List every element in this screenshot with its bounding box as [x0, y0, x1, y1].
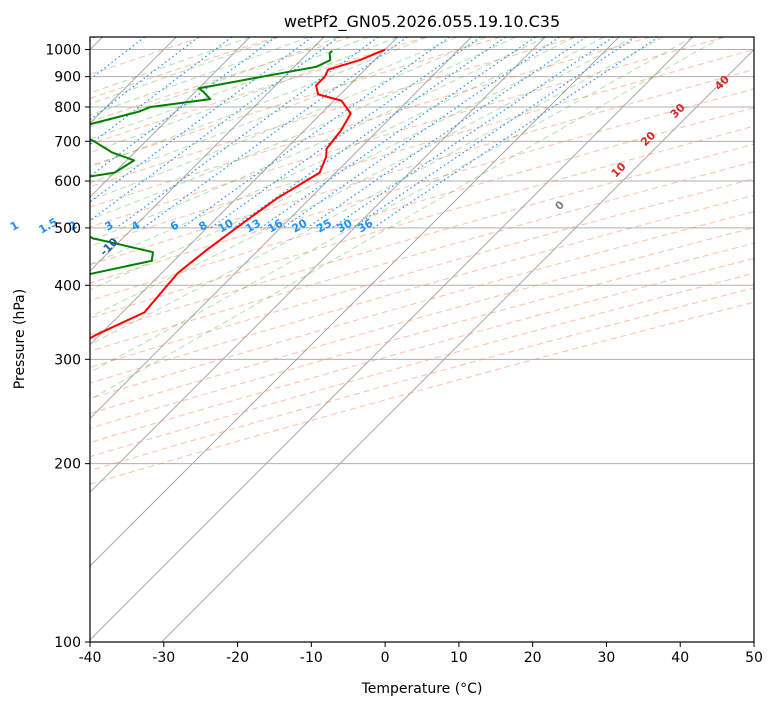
- temperature-profile-line: [90, 48, 386, 340]
- dry-adiabat-line: [90, 125, 754, 319]
- y-tick-label: 1000: [45, 43, 81, 59]
- dry-adiabat-line: [90, 272, 754, 458]
- y-tick-label: 600: [54, 174, 81, 190]
- chart-title: wetPf2_GN05.2026.055.19.10.C35: [284, 12, 560, 32]
- isotherm-line: [90, 37, 620, 567]
- isotherm-line: [90, 37, 399, 346]
- y-tick-label: 300: [54, 352, 81, 368]
- moist-adiabat-line: [90, 37, 428, 168]
- y-tick-label: 200: [54, 457, 81, 473]
- mixing-ratio-line: [306, 37, 587, 229]
- mixing-ratio-line: [352, 37, 637, 229]
- x-tick-label: 0: [381, 650, 390, 666]
- mixing-ratio-line: [90, 37, 340, 222]
- x-tick-label: 50: [745, 650, 763, 666]
- y-tick-label: 700: [54, 134, 81, 150]
- dry-adiabat-line: [90, 37, 726, 228]
- mixing-ratio-line: [260, 37, 536, 229]
- y-tick-label: 900: [54, 70, 81, 86]
- moist-adiabat-line: [90, 37, 605, 291]
- moist-adiabat-line: [90, 37, 635, 318]
- isotherm-line: [90, 37, 325, 272]
- isotherm-line: [90, 37, 546, 493]
- y-tick-label: 800: [54, 100, 81, 116]
- moist-adiabat-line: [90, 37, 516, 221]
- x-tick-label: -30: [152, 650, 175, 666]
- y-tick-label: 400: [54, 278, 81, 294]
- x-axis-title: Temperature (°C): [361, 681, 483, 697]
- x-tick-label: -40: [79, 650, 102, 666]
- isotherm-line: [90, 37, 694, 641]
- y-axis-title: Pressure (hPa): [12, 289, 28, 389]
- dry-adiabat-line: [90, 37, 277, 99]
- x-tick-label: 20: [524, 650, 542, 666]
- dry-adiabat-line: [90, 37, 651, 208]
- moist-adiabat-line: [90, 37, 575, 266]
- isotherm-line: [161, 48, 754, 642]
- dry-adiabat-line: [90, 107, 754, 302]
- x-tick-label: 30: [598, 650, 616, 666]
- mixing-ratio-line: [181, 37, 450, 229]
- x-tick-label: -10: [300, 650, 323, 666]
- x-tick-label: 40: [671, 650, 689, 666]
- mixing-ratio-line: [282, 37, 560, 229]
- isotherm-line: [90, 37, 472, 420]
- moist-adiabat-line: [90, 37, 723, 401]
- mixing-ratio-line: [142, 37, 408, 229]
- x-tick-label: 10: [450, 650, 468, 666]
- dry-adiabat-line: [90, 242, 754, 429]
- dry-adiabat-line: [90, 88, 754, 284]
- mixing-ratio-line: [372, 37, 659, 229]
- plot-frame: [89, 36, 755, 643]
- dry-adiabat-line: [90, 227, 754, 414]
- moist-adiabat-line: [90, 37, 546, 242]
- mixing-ratio-line: [210, 37, 481, 229]
- mixing-ratio-line: [331, 37, 614, 229]
- dewpoint-profile-line: [90, 50, 333, 276]
- mixing-ratio-line: [90, 37, 276, 177]
- y-tick-label: 500: [54, 221, 81, 237]
- mixing-ratio-line: [233, 37, 506, 229]
- dry-adiabat-line: [90, 68, 754, 266]
- isotherm-line: [90, 37, 251, 198]
- dry-adiabat-line: [90, 301, 754, 485]
- moist-adiabat-line: [90, 37, 339, 128]
- moist-adiabat-line: [90, 37, 664, 345]
- mixing-ratio-line: [90, 37, 313, 203]
- moist-adiabat-line: [90, 37, 398, 154]
- dry-adiabat-line: [90, 37, 501, 167]
- x-tick-label: -20: [226, 650, 249, 666]
- dry-adiabat-line: [90, 37, 427, 145]
- y-tick-label: 100: [54, 635, 81, 651]
